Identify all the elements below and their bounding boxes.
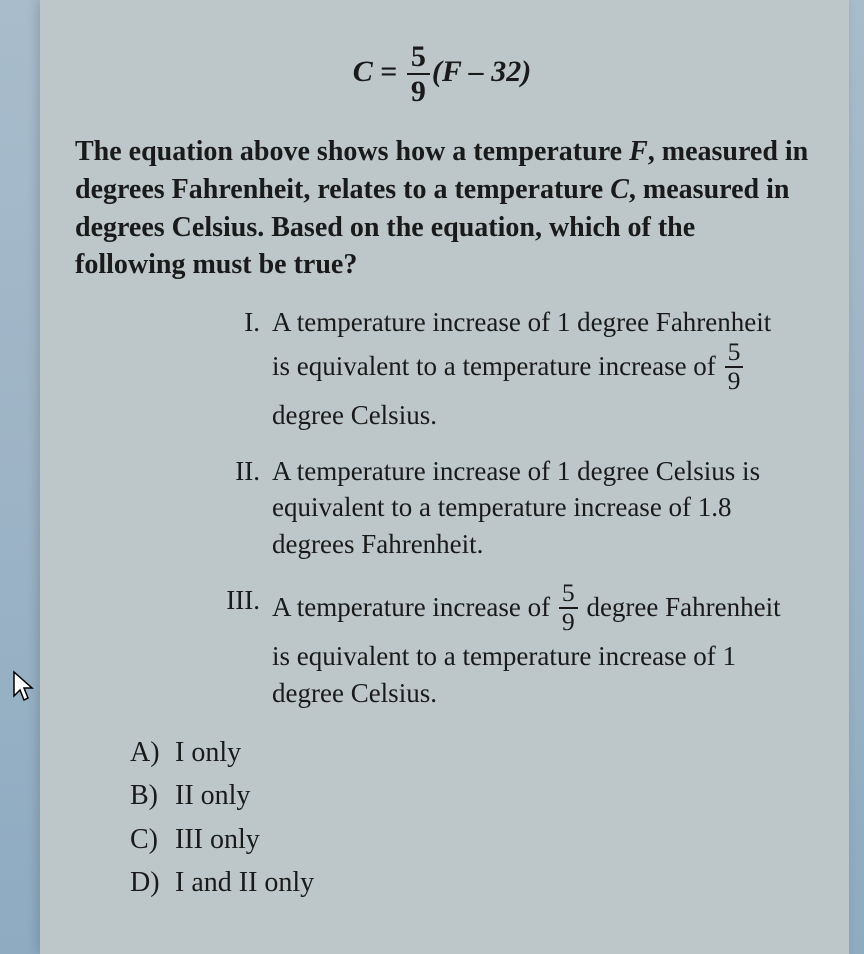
s1-frac-den: 9	[725, 368, 744, 395]
eq-frac-num: 5	[407, 40, 430, 75]
cursor-icon	[12, 670, 38, 704]
prompt-part1: The equation above shows how a temperatu…	[75, 136, 629, 167]
s1-fraction: 59	[725, 339, 744, 395]
choice-a[interactable]: A) I only	[130, 731, 809, 774]
answer-choices: A) I only B) II only C) III only D) I an…	[130, 731, 809, 905]
statement-3-numeral: III.	[205, 582, 272, 711]
choice-d-label: D)	[130, 861, 175, 904]
choice-b[interactable]: B) II only	[130, 774, 809, 817]
question-page: C = 5 9 (F – 32) The equation above show…	[40, 0, 849, 954]
eq-fraction: 5 9	[407, 40, 430, 108]
statement-1: I. A temperature increase of 1 degree Fa…	[205, 304, 789, 433]
choice-b-text: II only	[175, 774, 250, 817]
eq-frac-den: 9	[407, 75, 430, 108]
s3-frac-num: 5	[559, 580, 578, 609]
question-prompt: The equation above shows how a temperatu…	[75, 133, 809, 284]
choice-d[interactable]: D) I and II only	[130, 861, 809, 904]
prompt-var-c: C	[610, 174, 629, 205]
eq-rhs: (F – 32)	[432, 55, 531, 88]
s1-text-b: degree Celsius.	[272, 400, 437, 430]
formula-equation: C = 5 9 (F – 32)	[75, 40, 809, 108]
statement-2-numeral: II.	[205, 453, 272, 562]
statements-list: I. A temperature increase of 1 degree Fa…	[205, 304, 789, 711]
prompt-var-f: F	[629, 136, 648, 167]
choice-a-label: A)	[130, 731, 175, 774]
statement-2: II. A temperature increase of 1 degree C…	[205, 453, 789, 562]
s3-frac-den: 9	[559, 609, 578, 636]
statement-3: III. A temperature increase of 59 degree…	[205, 582, 789, 711]
statement-3-text: A temperature increase of 59 degree Fahr…	[272, 582, 789, 711]
choice-b-label: B)	[130, 774, 175, 817]
choice-d-text: I and II only	[175, 861, 314, 904]
statement-1-numeral: I.	[205, 304, 272, 433]
eq-equals: =	[380, 55, 397, 88]
choice-c-label: C)	[130, 818, 175, 861]
s1-frac-num: 5	[725, 339, 744, 368]
s1-text-a: A temperature increase of 1 degree Fahre…	[272, 307, 771, 381]
s3-text-a: A temperature increase of	[272, 592, 557, 622]
choice-c-text: III only	[175, 818, 260, 861]
eq-lhs: C	[353, 55, 373, 88]
choice-a-text: I only	[175, 731, 241, 774]
s3-fraction: 59	[559, 580, 578, 636]
choice-c[interactable]: C) III only	[130, 818, 809, 861]
statement-2-text: A temperature increase of 1 degree Celsi…	[272, 453, 789, 562]
statement-1-text: A temperature increase of 1 degree Fahre…	[272, 304, 789, 433]
